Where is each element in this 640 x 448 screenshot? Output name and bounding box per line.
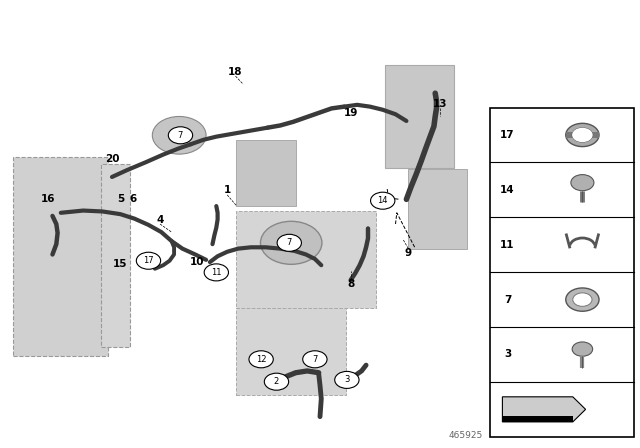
Circle shape	[260, 221, 322, 264]
Circle shape	[573, 293, 592, 306]
Text: 3: 3	[344, 375, 349, 384]
Bar	[101, 164, 130, 347]
Text: 2: 2	[274, 377, 279, 386]
Bar	[490, 108, 634, 437]
Text: 13: 13	[433, 99, 447, 109]
Text: 7: 7	[504, 295, 511, 305]
Circle shape	[264, 373, 289, 390]
Text: 5: 5	[116, 194, 124, 204]
Text: 11: 11	[500, 240, 515, 250]
Text: 8: 8	[347, 280, 355, 289]
Circle shape	[572, 128, 593, 142]
Circle shape	[249, 351, 273, 368]
Text: 15: 15	[113, 259, 127, 269]
Text: 11: 11	[211, 268, 221, 277]
Circle shape	[204, 264, 228, 281]
Bar	[236, 140, 296, 206]
Bar	[566, 132, 599, 138]
Text: 7: 7	[287, 238, 292, 247]
Circle shape	[277, 234, 301, 251]
Text: 14: 14	[378, 196, 388, 205]
Text: 17: 17	[143, 256, 154, 265]
Text: 10: 10	[190, 257, 204, 267]
Bar	[408, 169, 467, 249]
Circle shape	[136, 252, 161, 269]
Bar	[13, 157, 108, 356]
Text: 20: 20	[105, 154, 119, 164]
Circle shape	[152, 116, 206, 154]
Text: 7: 7	[312, 355, 317, 364]
Polygon shape	[502, 416, 573, 422]
Circle shape	[335, 371, 359, 388]
Text: 4: 4	[156, 215, 164, 224]
Text: 16: 16	[41, 194, 55, 204]
Circle shape	[371, 192, 395, 209]
Text: 12: 12	[256, 355, 266, 364]
Text: 14: 14	[500, 185, 515, 195]
Bar	[236, 211, 376, 308]
Text: 1: 1	[223, 185, 231, 195]
Circle shape	[566, 123, 599, 146]
Text: 6: 6	[129, 194, 137, 204]
Bar	[236, 308, 346, 395]
Circle shape	[572, 342, 593, 356]
Circle shape	[572, 128, 593, 142]
Text: 3: 3	[504, 349, 511, 359]
Circle shape	[571, 175, 594, 191]
Circle shape	[303, 351, 327, 368]
Bar	[385, 65, 454, 168]
Text: 465925: 465925	[449, 431, 483, 440]
Circle shape	[168, 127, 193, 144]
Text: 17: 17	[500, 130, 515, 140]
Text: 9: 9	[404, 248, 412, 258]
Circle shape	[566, 288, 599, 311]
Text: 19: 19	[344, 108, 358, 118]
Text: 18: 18	[228, 67, 243, 77]
Polygon shape	[502, 397, 586, 422]
Text: 7: 7	[178, 131, 183, 140]
